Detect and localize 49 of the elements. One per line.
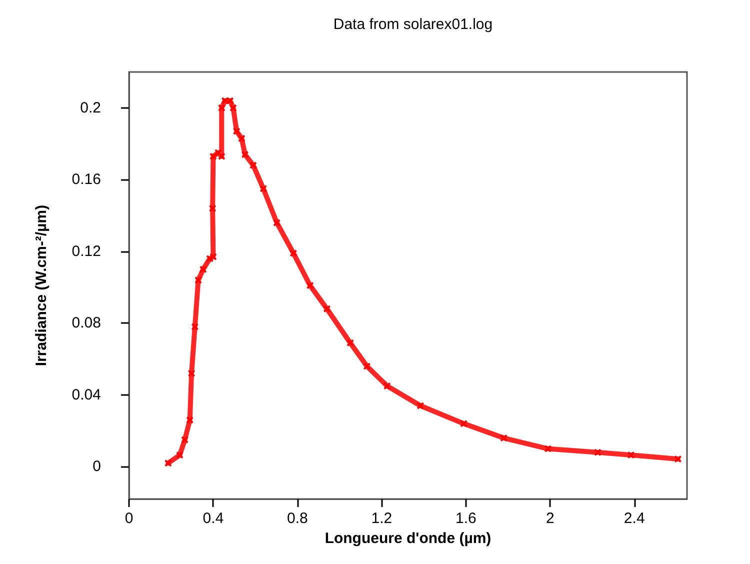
x-tick-label: 0.8 — [287, 510, 308, 527]
point — [218, 104, 226, 112]
x-tick-label: 0.4 — [202, 510, 224, 527]
point — [230, 104, 237, 112]
point — [209, 204, 216, 212]
point — [346, 339, 354, 346]
point — [363, 362, 370, 370]
point — [218, 152, 226, 160]
y-tick-label: 0 — [92, 458, 101, 476]
point — [250, 162, 257, 169]
x-axis-title: Longueure d'onde (µm) — [324, 530, 492, 547]
point — [273, 219, 280, 226]
point — [290, 250, 297, 257]
y-tick-label: 0.04 — [72, 386, 101, 404]
y-tick-label: 0.12 — [72, 242, 101, 260]
point — [384, 382, 391, 390]
point — [176, 452, 184, 459]
point — [500, 434, 508, 442]
x-tick-label: 1.2 — [371, 510, 392, 527]
point — [627, 452, 634, 459]
point — [194, 276, 202, 284]
point — [210, 253, 217, 260]
point — [186, 416, 194, 424]
point — [200, 266, 207, 273]
point — [233, 128, 240, 135]
point — [594, 448, 602, 456]
x-tick-label: 2.4 — [624, 510, 645, 527]
x-tick-label: 2 — [546, 510, 554, 527]
y-tick-label: 0.2 — [80, 99, 101, 116]
point — [306, 282, 314, 289]
point — [188, 370, 196, 377]
point — [416, 402, 424, 410]
point — [191, 323, 198, 330]
point — [460, 420, 468, 428]
point — [238, 134, 246, 142]
y-axis-title: Irradiance (W.cm-²/µm) — [33, 204, 50, 366]
point — [181, 436, 188, 444]
point — [260, 185, 267, 192]
y-tick-label: 0.08 — [72, 314, 101, 332]
x-tick-label: 1.6 — [455, 510, 476, 527]
x-tick-label: 0 — [124, 510, 134, 527]
chart-subtitle: Data from solarex01.log — [333, 16, 493, 33]
point — [544, 445, 552, 452]
point — [323, 305, 330, 312]
y-tick-label: 0.16 — [72, 171, 101, 188]
point — [242, 151, 249, 158]
point — [226, 97, 234, 104]
point — [164, 460, 172, 467]
point — [674, 455, 682, 462]
